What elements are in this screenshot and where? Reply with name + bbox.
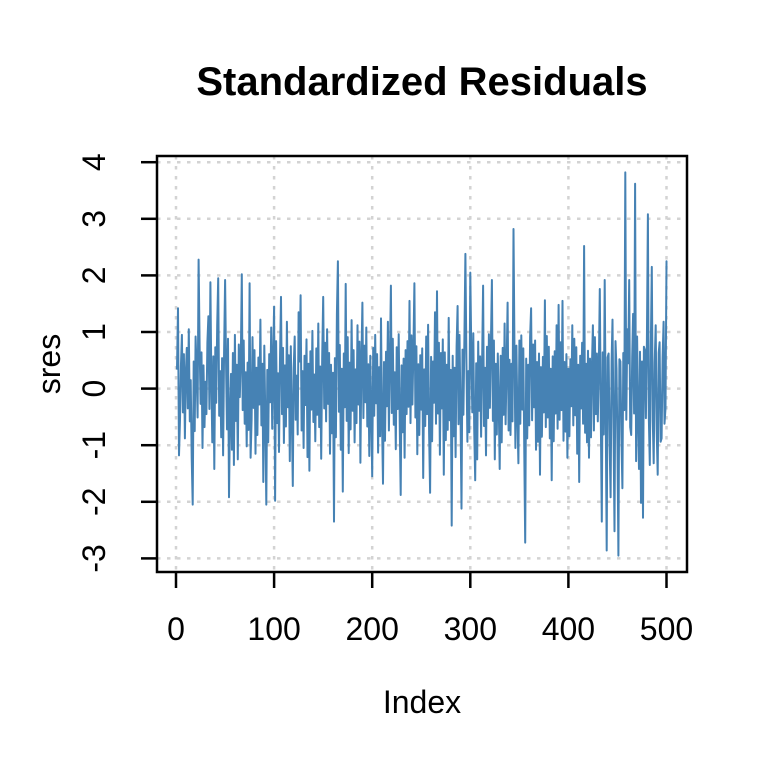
x-tick-label-500: 500 (640, 611, 693, 647)
y-tick-label-2: 2 (76, 267, 112, 285)
y-tick-label--1: -1 (76, 431, 112, 459)
plot-title: Standardized Residuals (196, 60, 647, 104)
axis-ticks (141, 160, 668, 588)
x-tick-label-0: 0 (167, 611, 185, 647)
plot-border (155, 154, 689, 574)
y-tick-label-3: 3 (76, 210, 112, 228)
y-tick-label-0: 0 (76, 380, 112, 398)
residual-line-series (176, 171, 668, 557)
x-tick-label-400: 400 (542, 611, 595, 647)
sres-line (176, 171, 668, 557)
y-tick-label--3: -3 (76, 544, 112, 572)
y-tick-label-1: 1 (76, 323, 112, 341)
x-tick-label-100: 100 (247, 611, 300, 647)
y-tick-label--2: -2 (76, 488, 112, 516)
x-axis-label: Index (383, 684, 461, 720)
axis-tick-labels: 0 100 200 300 400 500 -3 -2 -1 0 1 2 3 4 (76, 153, 693, 647)
x-tick-label-200: 200 (346, 611, 399, 647)
y-axis-label: sres (31, 334, 67, 394)
y-tick-label-4: 4 (76, 153, 112, 171)
x-tick-label-300: 300 (444, 611, 497, 647)
